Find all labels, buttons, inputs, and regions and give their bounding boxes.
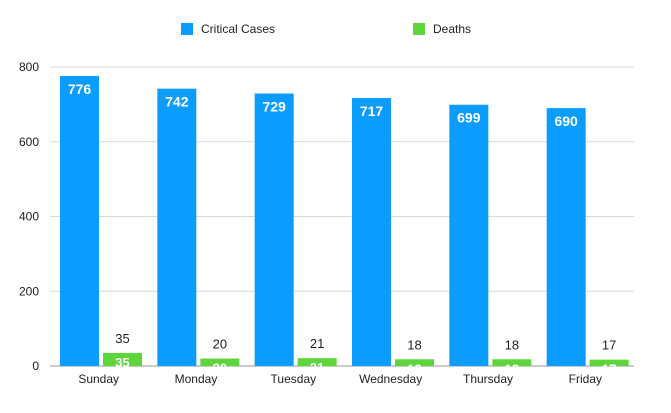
- axes: 0 200 400 600 800 Sunday Monday Tuesday Wednesda…: [19, 60, 602, 386]
- x-tick-label: Wednesday: [359, 372, 422, 386]
- x-tick-label: Thursday: [463, 372, 513, 386]
- bar-critical-cases: [157, 88, 197, 367]
- bars: [60, 75, 629, 367]
- data-label-critical-cases: 717: [360, 103, 384, 119]
- bar-critical-cases: [546, 108, 586, 367]
- y-tick-label: 200: [19, 284, 39, 298]
- bar-deaths: [200, 358, 240, 366]
- y-tick-label: 800: [19, 60, 39, 74]
- bar-critical-cases: [449, 104, 489, 366]
- data-label-deaths-inner: 18: [407, 361, 421, 376]
- data-label-deaths-inner: 18: [505, 361, 519, 376]
- data-label-critical-cases: 776: [68, 81, 92, 97]
- data-label-deaths: 21: [310, 336, 324, 351]
- bar-deaths: [297, 358, 337, 366]
- data-label-deaths: 20: [213, 337, 227, 352]
- data-label-critical-cases: 742: [165, 94, 189, 110]
- x-tick-label: Friday: [569, 372, 602, 386]
- bar-deaths: [589, 359, 629, 366]
- bar-critical-cases: [352, 98, 391, 367]
- legend-label: Critical Cases: [201, 22, 275, 36]
- data-labels: 776 35 35 742 20 20 729 21 21 717 18 18 699 18 18 690 17…: [68, 81, 617, 377]
- data-label-deaths-inner: 21: [310, 360, 324, 375]
- bar-deaths: [395, 359, 434, 366]
- data-label-critical-cases: 690: [554, 113, 578, 129]
- legend: Critical Cases Deaths: [181, 22, 471, 36]
- bar-deaths: [103, 352, 142, 366]
- data-label-deaths-inner: 20: [213, 361, 227, 376]
- data-label-deaths-inner: 35: [115, 355, 129, 370]
- x-tick-label: Tuesday: [271, 372, 317, 386]
- gridlines: [50, 66, 634, 367]
- bar-deaths: [492, 359, 532, 366]
- x-tick-label: Monday: [175, 372, 218, 386]
- data-label-critical-cases: 699: [457, 110, 481, 126]
- data-label-deaths: 18: [505, 337, 519, 352]
- data-label-critical-cases: 729: [262, 99, 286, 115]
- data-label-deaths: 35: [115, 331, 129, 346]
- data-label-deaths: 18: [407, 337, 421, 352]
- y-tick-label: 0: [32, 359, 39, 373]
- legend-swatch: [181, 23, 193, 35]
- y-tick-label: 400: [19, 210, 39, 224]
- bar-critical-cases: [254, 93, 294, 366]
- legend-label: Deaths: [433, 22, 471, 36]
- bar-critical-cases: [60, 75, 99, 366]
- y-tick-label: 600: [19, 135, 39, 149]
- legend-swatch: [413, 23, 425, 35]
- x-tick-label: Sunday: [78, 372, 119, 386]
- data-label-deaths-inner: 17: [602, 362, 616, 377]
- data-label-deaths: 17: [602, 338, 616, 353]
